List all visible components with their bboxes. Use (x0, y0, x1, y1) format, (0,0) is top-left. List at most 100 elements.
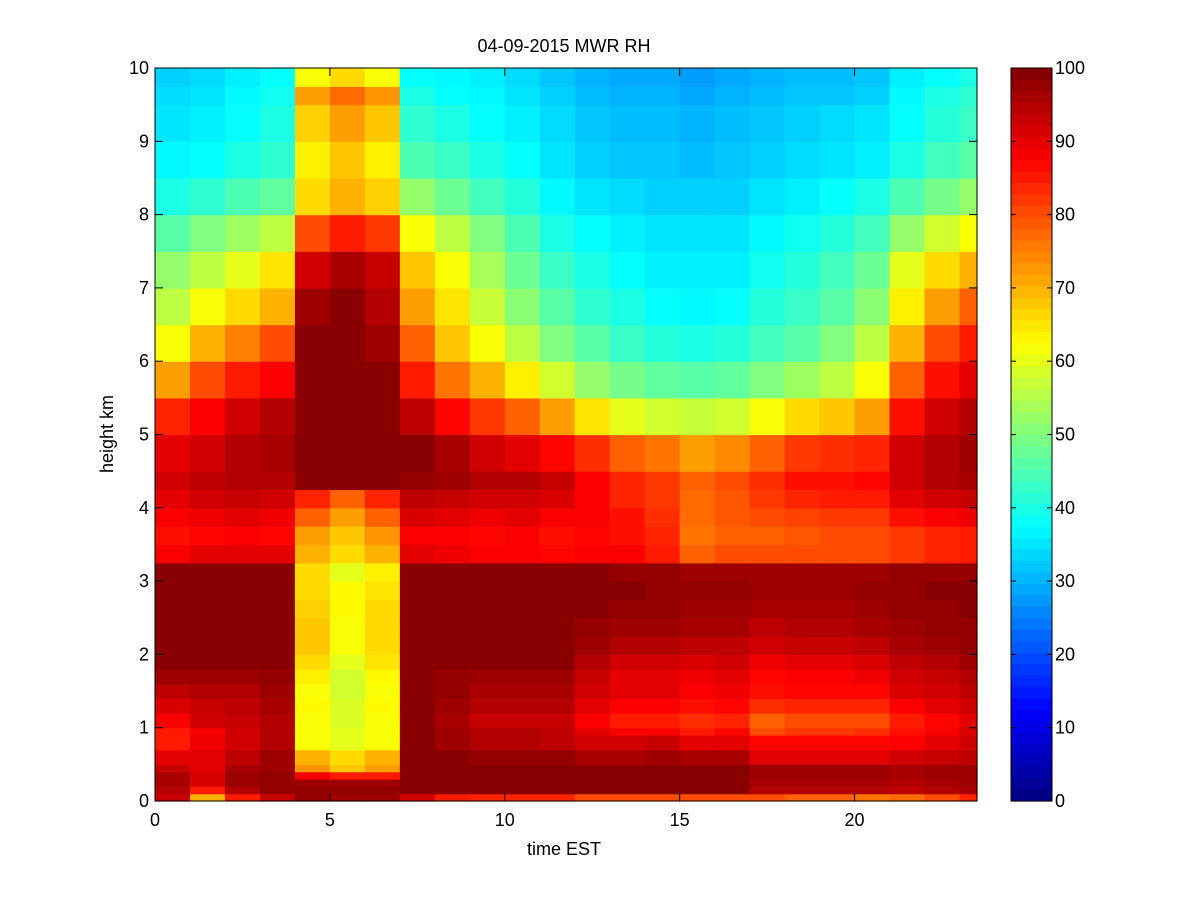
heatmap-cell (854, 771, 891, 780)
heatmap-cell (504, 771, 541, 780)
heatmap-cell (959, 581, 978, 601)
heatmap-cell (399, 636, 436, 655)
heatmap-cell (924, 793, 961, 802)
heatmap-cell (889, 727, 926, 736)
heatmap-cell (959, 361, 978, 399)
x-tick-label: 5 (325, 810, 335, 830)
heatmap-cell (819, 713, 856, 729)
heatmap-cell (959, 489, 978, 509)
heatmap-cell (189, 793, 226, 802)
heatmap-cell (504, 434, 541, 472)
heatmap-cell (294, 287, 331, 326)
heatmap-cell (294, 177, 331, 216)
heatmap-cell (399, 526, 436, 546)
y-tick-label: 0 (139, 791, 149, 811)
heatmap-cell (259, 786, 296, 795)
heatmap-cell (574, 727, 611, 736)
heatmap-cell (644, 735, 681, 751)
heatmap-cell (854, 287, 891, 326)
heatmap-cell (609, 713, 646, 729)
heatmap-cell (504, 779, 541, 787)
heatmap-cell (399, 507, 436, 527)
heatmap-cell (469, 489, 506, 509)
heatmap-cell (819, 727, 856, 736)
heatmap-cell (189, 361, 226, 399)
heatmap-cell (784, 471, 821, 491)
heatmap-cell (399, 793, 436, 802)
heatmap-cell (959, 617, 978, 637)
heatmap-cell (294, 361, 331, 399)
heatmap-cell (784, 793, 821, 802)
heatmap-cell (329, 636, 366, 655)
heatmap-cell (364, 141, 401, 179)
heatmap-cell (504, 636, 541, 655)
heatmap-cell (294, 324, 331, 362)
heatmap-cell (749, 617, 786, 637)
heatmap-cell (364, 581, 401, 601)
colorbar-swatch (1011, 617, 1052, 630)
heatmap-cell (714, 599, 751, 619)
heatmap-cell (574, 713, 611, 729)
heatmap-cell (714, 544, 751, 564)
heatmap-cell (469, 287, 506, 326)
heatmap-cell (434, 617, 471, 637)
heatmap-cell (434, 287, 471, 326)
heatmap-cell (854, 471, 891, 491)
heatmap-cell (504, 749, 541, 765)
heatmap-cell (714, 786, 751, 795)
heatmap-cell (399, 471, 436, 491)
heatmap-cell (539, 68, 576, 87)
heatmap-cell (329, 669, 366, 685)
colorbar-swatch (1011, 789, 1052, 802)
heatmap-cell (854, 749, 891, 765)
heatmap-cell (679, 141, 716, 179)
heatmap-cell (924, 599, 961, 619)
heatmap-cell (644, 324, 681, 362)
colorbar-swatch (1011, 434, 1052, 447)
heatmap-cell (469, 434, 506, 472)
colorbar-swatch (1011, 182, 1052, 195)
heatmap-cell (714, 727, 751, 736)
colorbar-swatch (1011, 571, 1052, 584)
y-tick-label: 8 (139, 205, 149, 225)
heatmap-cell (155, 786, 191, 795)
heatmap-cell (819, 771, 856, 780)
heatmap-cell (155, 669, 191, 685)
heatmap-cell (609, 434, 646, 472)
heatmap-cell (539, 727, 576, 736)
heatmap-cell (854, 779, 891, 787)
heatmap-cell (364, 727, 401, 736)
heatmap-cell (504, 683, 541, 699)
heatmap-cell (399, 713, 436, 729)
heatmap-cell (924, 361, 961, 399)
heatmap-cell (574, 735, 611, 751)
heatmap-cell (504, 397, 541, 436)
heatmap-cell (889, 654, 926, 670)
heatmap-cell (504, 669, 541, 685)
heatmap-cell (189, 251, 226, 289)
heatmap-cell (469, 526, 506, 546)
heatmap-cell (155, 507, 191, 527)
heatmap-cell (155, 526, 191, 546)
heatmap-cell (329, 599, 366, 619)
colorbar-swatch (1011, 606, 1052, 619)
heatmap-cell (294, 86, 331, 106)
heatmap-cell (679, 86, 716, 106)
heatmap-cell (749, 636, 786, 655)
heatmap-cell (819, 793, 856, 802)
colorbar-swatch (1011, 549, 1052, 562)
heatmap-cell (399, 562, 436, 582)
heatmap-cell (504, 287, 541, 326)
heatmap-cell (224, 526, 261, 546)
heatmap-cell (609, 141, 646, 179)
heatmap-cell (574, 617, 611, 637)
heatmap-cell (959, 713, 978, 729)
heatmap-cell (784, 526, 821, 546)
heatmap-cell (924, 669, 961, 685)
heatmap-cell (679, 287, 716, 326)
colorbar-tick-label: 30 (1055, 571, 1075, 591)
heatmap-cell (539, 764, 576, 773)
heatmap-cell (155, 636, 191, 655)
heatmap-cell (749, 324, 786, 362)
heatmap-cell (609, 471, 646, 491)
